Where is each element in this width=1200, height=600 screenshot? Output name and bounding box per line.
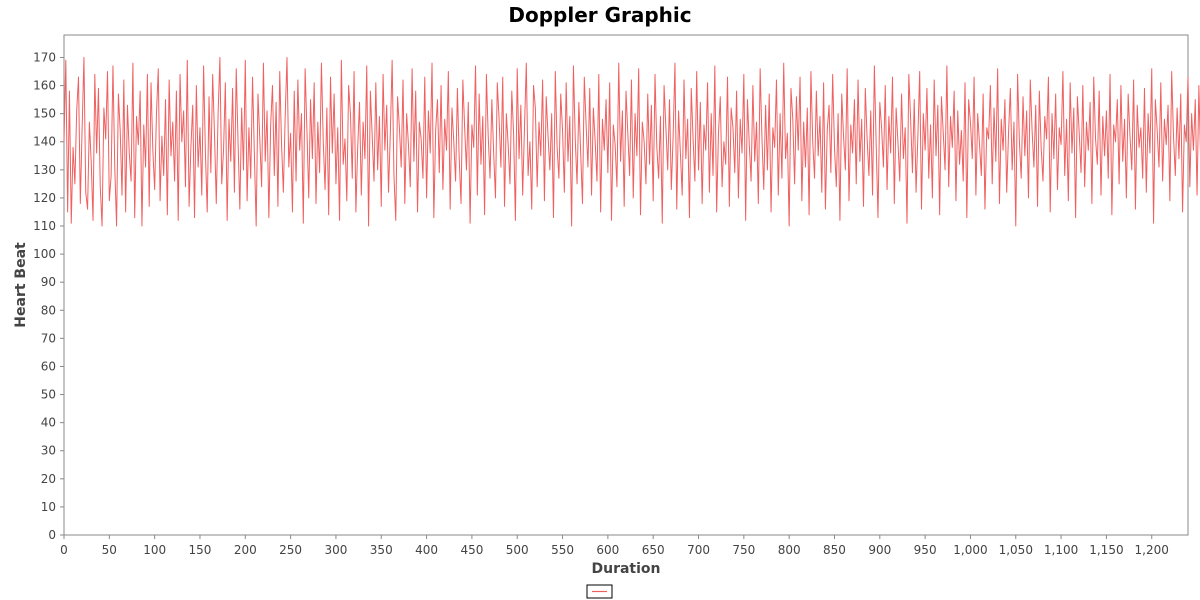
x-tick-label: 400: [415, 543, 438, 557]
x-tick-label: 800: [778, 543, 801, 557]
y-tick-label: 160: [33, 79, 56, 93]
x-tick-label: 1,200: [1135, 543, 1169, 557]
x-axis-label: Duration: [591, 561, 660, 577]
y-tick-label: 50: [41, 388, 56, 402]
series-line: [63, 56, 1200, 227]
series-layer: [63, 56, 1200, 227]
x-tick-label: 850: [823, 543, 846, 557]
x-tick-label: 200: [234, 543, 257, 557]
legend: [586, 584, 613, 599]
y-tick-label: 80: [41, 303, 56, 317]
x-tick-label: 1,000: [953, 543, 987, 557]
x-tick-label: 1,100: [1044, 543, 1078, 557]
x-axis: 0 50 100 150 200 250 300 350 400 450 500 550 600 650 7…: [60, 535, 1169, 557]
x-tick-label: 1,050: [999, 543, 1033, 557]
x-tick-label: 700: [687, 543, 710, 557]
y-tick-label: 40: [41, 416, 56, 430]
x-tick-label: 0: [60, 543, 68, 557]
y-tick-label: 60: [41, 359, 56, 373]
x-tick-label: 650: [642, 543, 665, 557]
y-tick-label: 10: [41, 500, 56, 514]
y-tick-label: 130: [33, 163, 56, 177]
y-tick-label: 90: [41, 275, 56, 289]
y-tick-label: 140: [33, 135, 56, 149]
x-tick-label: 600: [596, 543, 619, 557]
x-tick-label: 550: [551, 543, 574, 557]
x-tick-label: 350: [370, 543, 393, 557]
x-tick-label: 150: [189, 543, 212, 557]
y-tick-label: 110: [33, 219, 56, 233]
x-tick-label: 250: [279, 543, 302, 557]
y-tick-label: 150: [33, 107, 56, 121]
x-tick-label: 450: [460, 543, 483, 557]
y-tick-label: 30: [41, 444, 56, 458]
x-tick-label: 900: [868, 543, 891, 557]
x-tick-label: 500: [506, 543, 529, 557]
x-tick-label: 1,150: [1089, 543, 1123, 557]
x-tick-label: 950: [914, 543, 937, 557]
y-tick-label: 120: [33, 191, 56, 205]
y-axis-label: Heart Beat: [13, 242, 29, 328]
x-tick-label: 100: [143, 543, 166, 557]
x-tick-label: 300: [324, 543, 347, 557]
y-tick-label: 70: [41, 331, 56, 345]
y-axis: 0 10 20 30 40 50 60 70 80 90 100 110 120 130 140 150 160…: [33, 50, 64, 542]
y-tick-label: 100: [33, 247, 56, 261]
y-tick-label: 0: [48, 528, 56, 542]
chart-title: Doppler Graphic: [508, 3, 691, 27]
y-tick-label: 20: [41, 472, 56, 486]
x-tick-label: 750: [732, 543, 755, 557]
y-tick-label: 170: [33, 50, 56, 64]
x-tick-label: 50: [102, 543, 117, 557]
